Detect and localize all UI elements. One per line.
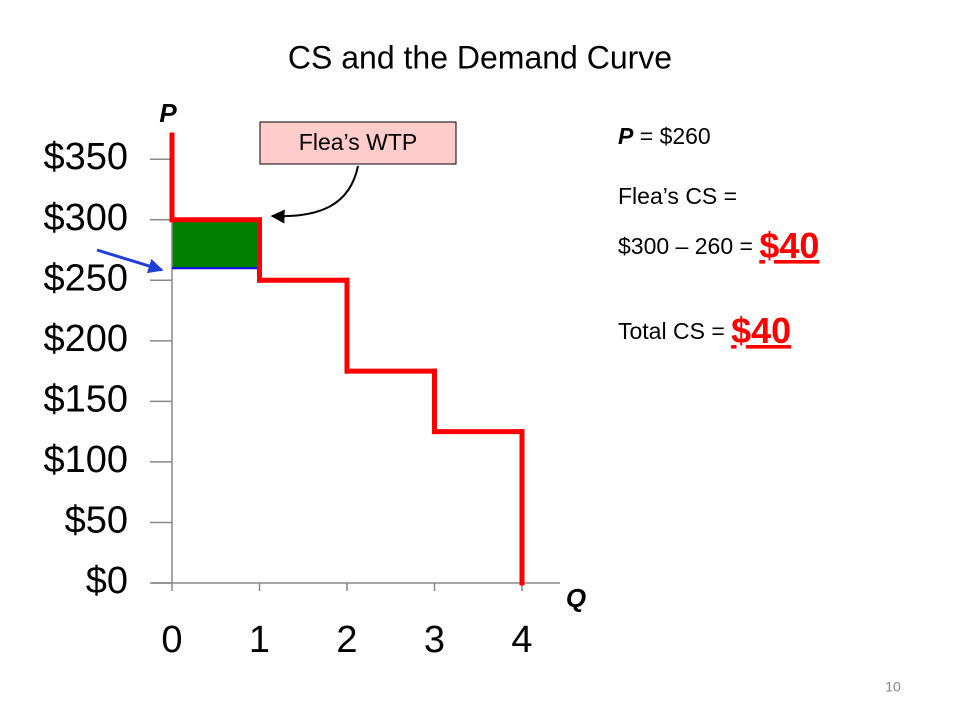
x-tick-label: 2 (336, 619, 357, 661)
callout-arrow (270, 165, 359, 224)
cs-calc: $300 – 260 = (618, 233, 753, 259)
total-cs-value: $40 (731, 310, 791, 351)
y-axis-label: P (159, 98, 177, 128)
y-tick-label: $150 (43, 378, 128, 420)
price-value: $260 (660, 123, 711, 149)
x-tick-label: 1 (249, 619, 270, 661)
chart-title: CS and the Demand Curve (288, 39, 672, 75)
y-tick-label: $50 (65, 499, 128, 541)
x-tick-label: 0 (161, 619, 182, 661)
wtp-callout-box (259, 121, 457, 165)
x-tick-label: 4 (511, 619, 532, 661)
cs-calc-note: $300 – 260 = $40 (618, 225, 819, 266)
price-pointer (96, 248, 164, 274)
wtp-callout: Flea’s WTP (299, 129, 417, 155)
flea-cs-note: Flea’s CS = (618, 183, 737, 209)
total-cs: Total CS = (618, 318, 725, 344)
consumer-surplus (172, 219, 260, 269)
equals: = (640, 123, 653, 149)
y-tick-label: $100 (43, 439, 128, 481)
price-note: P = $260 (618, 123, 711, 149)
y-tick-label: $200 (43, 318, 128, 360)
y-tick-label: $300 (43, 197, 128, 239)
x-tick-label: 3 (424, 619, 445, 661)
y-tick-label: $0 (86, 560, 128, 602)
flea-cs-value: $40 (759, 225, 819, 266)
page-number: 10 (885, 679, 901, 695)
y-tick-label: $250 (43, 257, 128, 299)
y-tick-label: $350 (43, 136, 128, 178)
total-cs-note: Total CS = $40 (618, 310, 791, 351)
x-axis-label: Q (566, 583, 586, 613)
price-symbol: P (618, 123, 634, 149)
